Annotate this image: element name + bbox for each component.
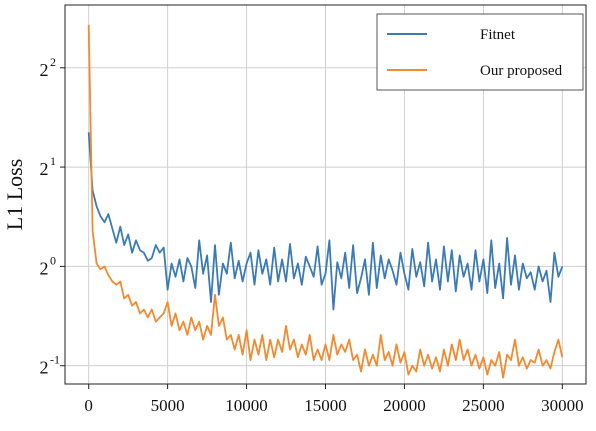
- y-tick-base: 2: [40, 159, 49, 179]
- series-line-our-proposed: [87, 24, 564, 379]
- y-tick-base: 2: [40, 358, 49, 378]
- y-tick-base: 2: [40, 60, 49, 80]
- x-tick-label: 0: [84, 396, 93, 415]
- y-tick-exponent: -1: [50, 353, 60, 367]
- y-axis-label: L1 Loss: [2, 159, 27, 231]
- y-tick-label: 2 -1: [40, 353, 61, 378]
- series-lines: [87, 24, 564, 379]
- y-tick-exponent: 2: [50, 55, 56, 69]
- y-tick-exponent: 1: [50, 154, 56, 168]
- series-line-fitnet: [87, 132, 564, 311]
- legend-label: Our proposed: [480, 63, 563, 79]
- legend-box: [376, 13, 584, 91]
- x-tick-label: 20000: [383, 396, 426, 415]
- x-tick-label: 10000: [225, 396, 268, 415]
- y-tick-exponent: 0: [50, 253, 56, 267]
- legend-label: Fitnet: [480, 27, 516, 43]
- x-tick-label: 30000: [541, 396, 584, 415]
- x-tick-label: 25000: [462, 396, 505, 415]
- legend: Fitnet Our proposed: [376, 13, 584, 91]
- y-tick-base: 2: [40, 258, 49, 278]
- x-axis-ticks: 0 5000 10000 15000 20000 25000 30000: [84, 384, 584, 415]
- y-axis-ticks: 2 -12 02 12 2: [40, 55, 65, 378]
- x-tick-label: 15000: [304, 396, 347, 415]
- x-tick-label: 5000: [151, 396, 185, 415]
